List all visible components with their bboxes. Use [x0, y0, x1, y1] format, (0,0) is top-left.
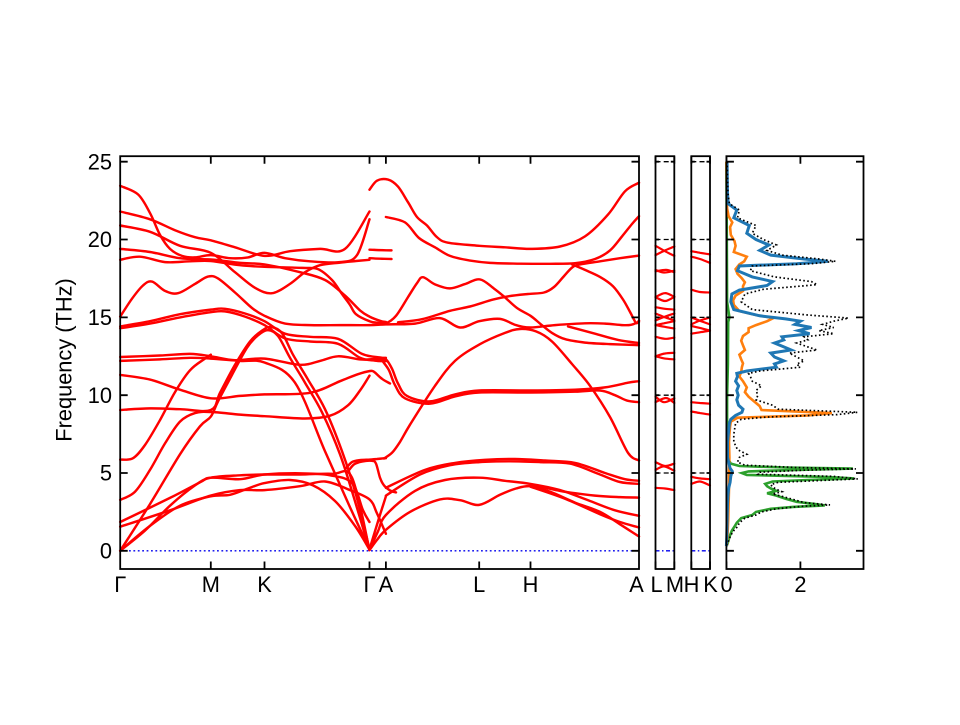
svg-text:0: 0 — [100, 538, 112, 563]
svg-text:M: M — [202, 572, 220, 597]
svg-text:15: 15 — [88, 305, 112, 330]
svg-text:M: M — [666, 572, 684, 597]
svg-text:K: K — [703, 572, 718, 597]
svg-text:2: 2 — [794, 572, 806, 597]
svg-text:25: 25 — [88, 149, 112, 174]
svg-text:5: 5 — [100, 461, 112, 486]
svg-text:0: 0 — [720, 572, 732, 597]
svg-text:H: H — [523, 572, 539, 597]
svg-text:A: A — [379, 572, 394, 597]
svg-text:L: L — [650, 572, 662, 597]
svg-text:K: K — [257, 572, 272, 597]
svg-text:20: 20 — [88, 227, 112, 252]
svg-text:10: 10 — [88, 383, 112, 408]
svg-text:Frequency (THz): Frequency (THz) — [52, 278, 77, 442]
svg-text:Γ: Γ — [114, 572, 126, 597]
svg-text:A: A — [629, 572, 644, 597]
svg-text:Γ: Γ — [363, 572, 375, 597]
svg-text:H: H — [684, 572, 700, 597]
svg-text:L: L — [473, 572, 485, 597]
